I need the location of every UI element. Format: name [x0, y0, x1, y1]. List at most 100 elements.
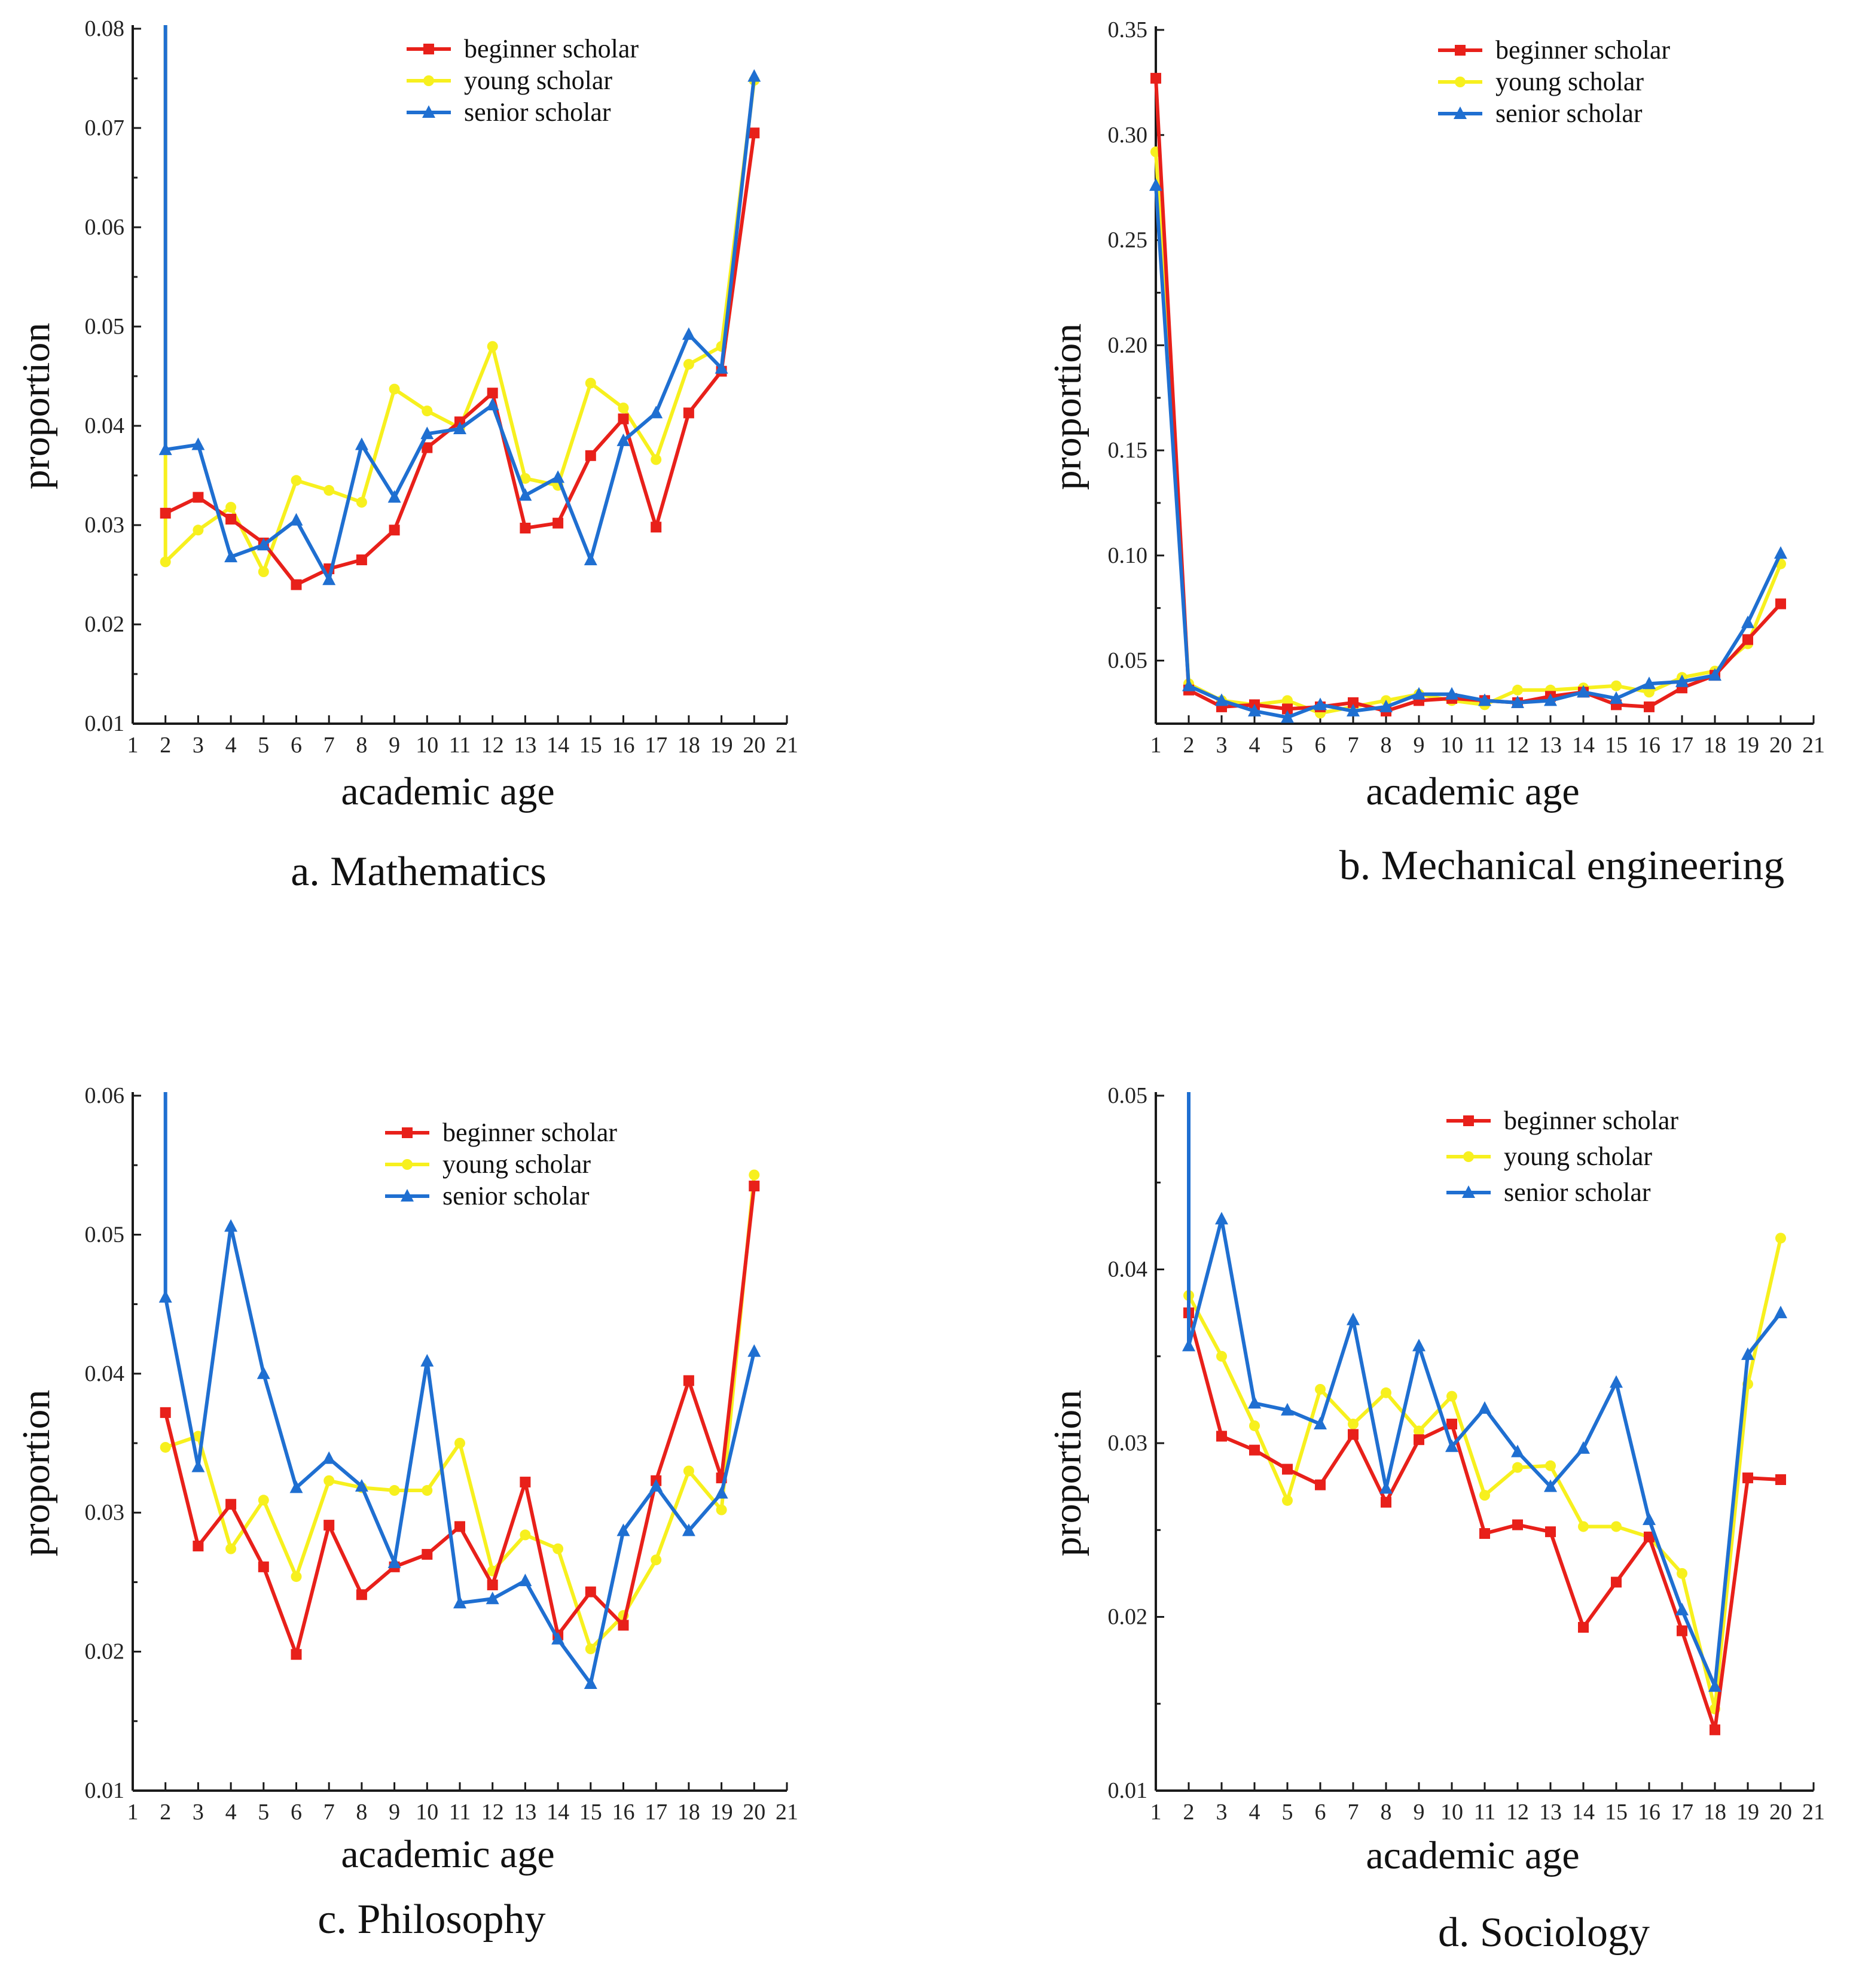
data-point-beginner-scholar: [1775, 1474, 1786, 1486]
panel-caption: c. Philosophy: [318, 1896, 545, 1943]
y-tick-label: 0.03: [1108, 1431, 1148, 1456]
y-tick-label: 0.05: [85, 314, 125, 339]
data-point-beginner-scholar: [291, 1649, 302, 1660]
x-tick-label: 6: [1315, 1800, 1326, 1825]
data-point-senior-scholar: [1478, 1401, 1491, 1414]
data-point-beginner-scholar: [1282, 703, 1293, 715]
x-tick-label: 1: [127, 733, 139, 758]
x-tick-label: 21: [776, 1800, 798, 1825]
data-point-beginner-scholar: [1479, 1528, 1490, 1539]
data-point-senior-scholar: [1182, 1338, 1195, 1352]
data-point-senior-scholar: [1412, 1338, 1426, 1352]
series-beginner-scholar: [1183, 1307, 1786, 1736]
data-point-senior-scholar: [1347, 703, 1360, 716]
data-point-senior-scholar: [486, 398, 499, 411]
data-point-beginner-scholar: [291, 579, 302, 590]
chart-panel-sociology: 0.01 0.02 0.03 0.04 0.05 1 2 3 4 5 6 7 8 9 10 11 12 13 14 1…: [931, 994, 1862, 1988]
data-point-senior-scholar: [420, 426, 434, 440]
series-line-beginner-scholar: [164, 132, 756, 587]
data-point-senior-scholar: [1544, 693, 1557, 706]
data-point-beginner-scholar: [1315, 1479, 1326, 1490]
data-point-senior-scholar: [1445, 687, 1458, 700]
legend-marker-beginner-scholar: [1463, 1115, 1474, 1126]
y-tick-label: 0.04: [1108, 1257, 1148, 1282]
x-tick-label: 11: [449, 733, 471, 758]
data-point-senior-scholar: [747, 1344, 761, 1357]
x-tick-label: 19: [710, 1800, 733, 1825]
data-point-beginner-scholar: [160, 1407, 171, 1418]
x-tick-label: 5: [258, 733, 269, 758]
x-tick-label: 21: [1802, 1800, 1825, 1825]
data-point-young-scholar: [651, 454, 662, 465]
legend-label-beginner-scholar: beginner scholar: [1504, 1106, 1678, 1135]
series-line-beginner-scholar: [163, 1185, 756, 1657]
x-tick-label: 11: [449, 1800, 471, 1825]
x-tick-label: 12: [481, 1800, 504, 1825]
data-point-beginner-scholar: [1644, 701, 1655, 712]
chart-sociology: 0.010.020.030.040.051 2 3 4 5 6 7 8 9 10 11 12 13 14 1…: [1046, 1083, 1825, 1956]
chart-philosophy: 0.010.020.030.040.050.061 2 3 4 5 6 7 8 9 10 11 12 1…: [14, 1083, 798, 1943]
data-point-young-scholar: [749, 1169, 760, 1181]
series-line-beginner-scholar: [1154, 78, 1782, 713]
x-tick-label: 6: [291, 1800, 302, 1825]
series-young-scholar: [160, 25, 760, 578]
data-point-beginner-scholar: [389, 525, 400, 536]
y-tick-label: 0.25: [1108, 228, 1148, 253]
data-point-young-scholar: [258, 566, 269, 578]
data-point-beginner-scholar: [1150, 72, 1161, 84]
data-point-beginner-scholar: [1381, 1496, 1391, 1508]
data-point-beginner-scholar: [1348, 697, 1359, 708]
data-point-senior-scholar: [682, 1523, 695, 1536]
legend-label-senior-scholar: senior scholar: [442, 1181, 590, 1211]
data-point-beginner-scholar: [193, 492, 204, 503]
y-tick-label: 0.20: [1108, 333, 1148, 358]
data-point-young-scholar: [487, 341, 498, 352]
data-point-senior-scholar: [1774, 1306, 1787, 1319]
x-tick-label: 15: [579, 1800, 602, 1825]
data-point-young-scholar: [618, 403, 629, 414]
data-point-young-scholar: [193, 525, 204, 536]
legend-marker-beginner-scholar: [1455, 45, 1466, 56]
series-young-scholar: [1183, 1233, 1786, 1715]
data-point-young-scholar: [323, 484, 335, 496]
x-tick-label: 20: [1769, 733, 1792, 758]
data-point-young-scholar: [1775, 1233, 1786, 1244]
data-point-senior-scholar: [1379, 699, 1393, 712]
data-point-beginner-scholar: [225, 1499, 237, 1510]
x-tick-label: 16: [1638, 733, 1660, 758]
data-point-beginner-scholar: [585, 1586, 596, 1597]
chart-panel-philosophy: 0.01 0.02 0.03 0.04 0.05 0.06 1 2 3 4 5 6 7 8 9 10 11 12 1…: [0, 994, 931, 1988]
x-tick-label: 18: [1704, 733, 1726, 758]
x-tick-label: 17: [1671, 733, 1693, 758]
data-point-senior-scholar: [1478, 693, 1491, 706]
data-point-beginner-scholar: [749, 1181, 760, 1192]
x-tick-label: 12: [481, 733, 504, 758]
y-tick-label: 0.10: [1108, 543, 1148, 568]
series-senior-scholar: [1182, 1092, 1787, 1692]
data-point-young-scholar: [553, 1543, 564, 1554]
data-point-senior-scholar: [191, 1459, 205, 1472]
data-point-young-scholar: [1249, 1420, 1260, 1431]
data-point-young-scholar: [291, 1571, 302, 1583]
data-point-senior-scholar: [1281, 710, 1294, 723]
x-tick-label: 10: [1440, 733, 1463, 758]
legend-marker-young-scholar: [402, 1159, 413, 1170]
legend-label-young-scholar: young scholar: [442, 1149, 591, 1179]
legend-label-senior-scholar: senior scholar: [1495, 99, 1643, 128]
y-tick-label: 0.02: [85, 1639, 125, 1664]
x-tick-label: 20: [743, 1800, 765, 1825]
y-axis-title: proportion: [14, 323, 58, 490]
y-tick-label: 0.08: [85, 16, 125, 41]
y-tick-label: 0.30: [1108, 123, 1148, 148]
data-point-senior-scholar: [616, 1523, 630, 1536]
data-point-senior-scholar: [387, 490, 401, 503]
y-tick-label: 0.02: [1108, 1605, 1148, 1630]
x-axis-title: academic age: [1366, 770, 1579, 813]
data-point-young-scholar: [1479, 1490, 1490, 1501]
data-point-senior-scholar: [486, 1591, 499, 1605]
data-point-beginner-scholar: [1611, 1577, 1622, 1588]
data-point-beginner-scholar: [1216, 1431, 1227, 1442]
data-point-senior-scholar: [453, 421, 466, 434]
